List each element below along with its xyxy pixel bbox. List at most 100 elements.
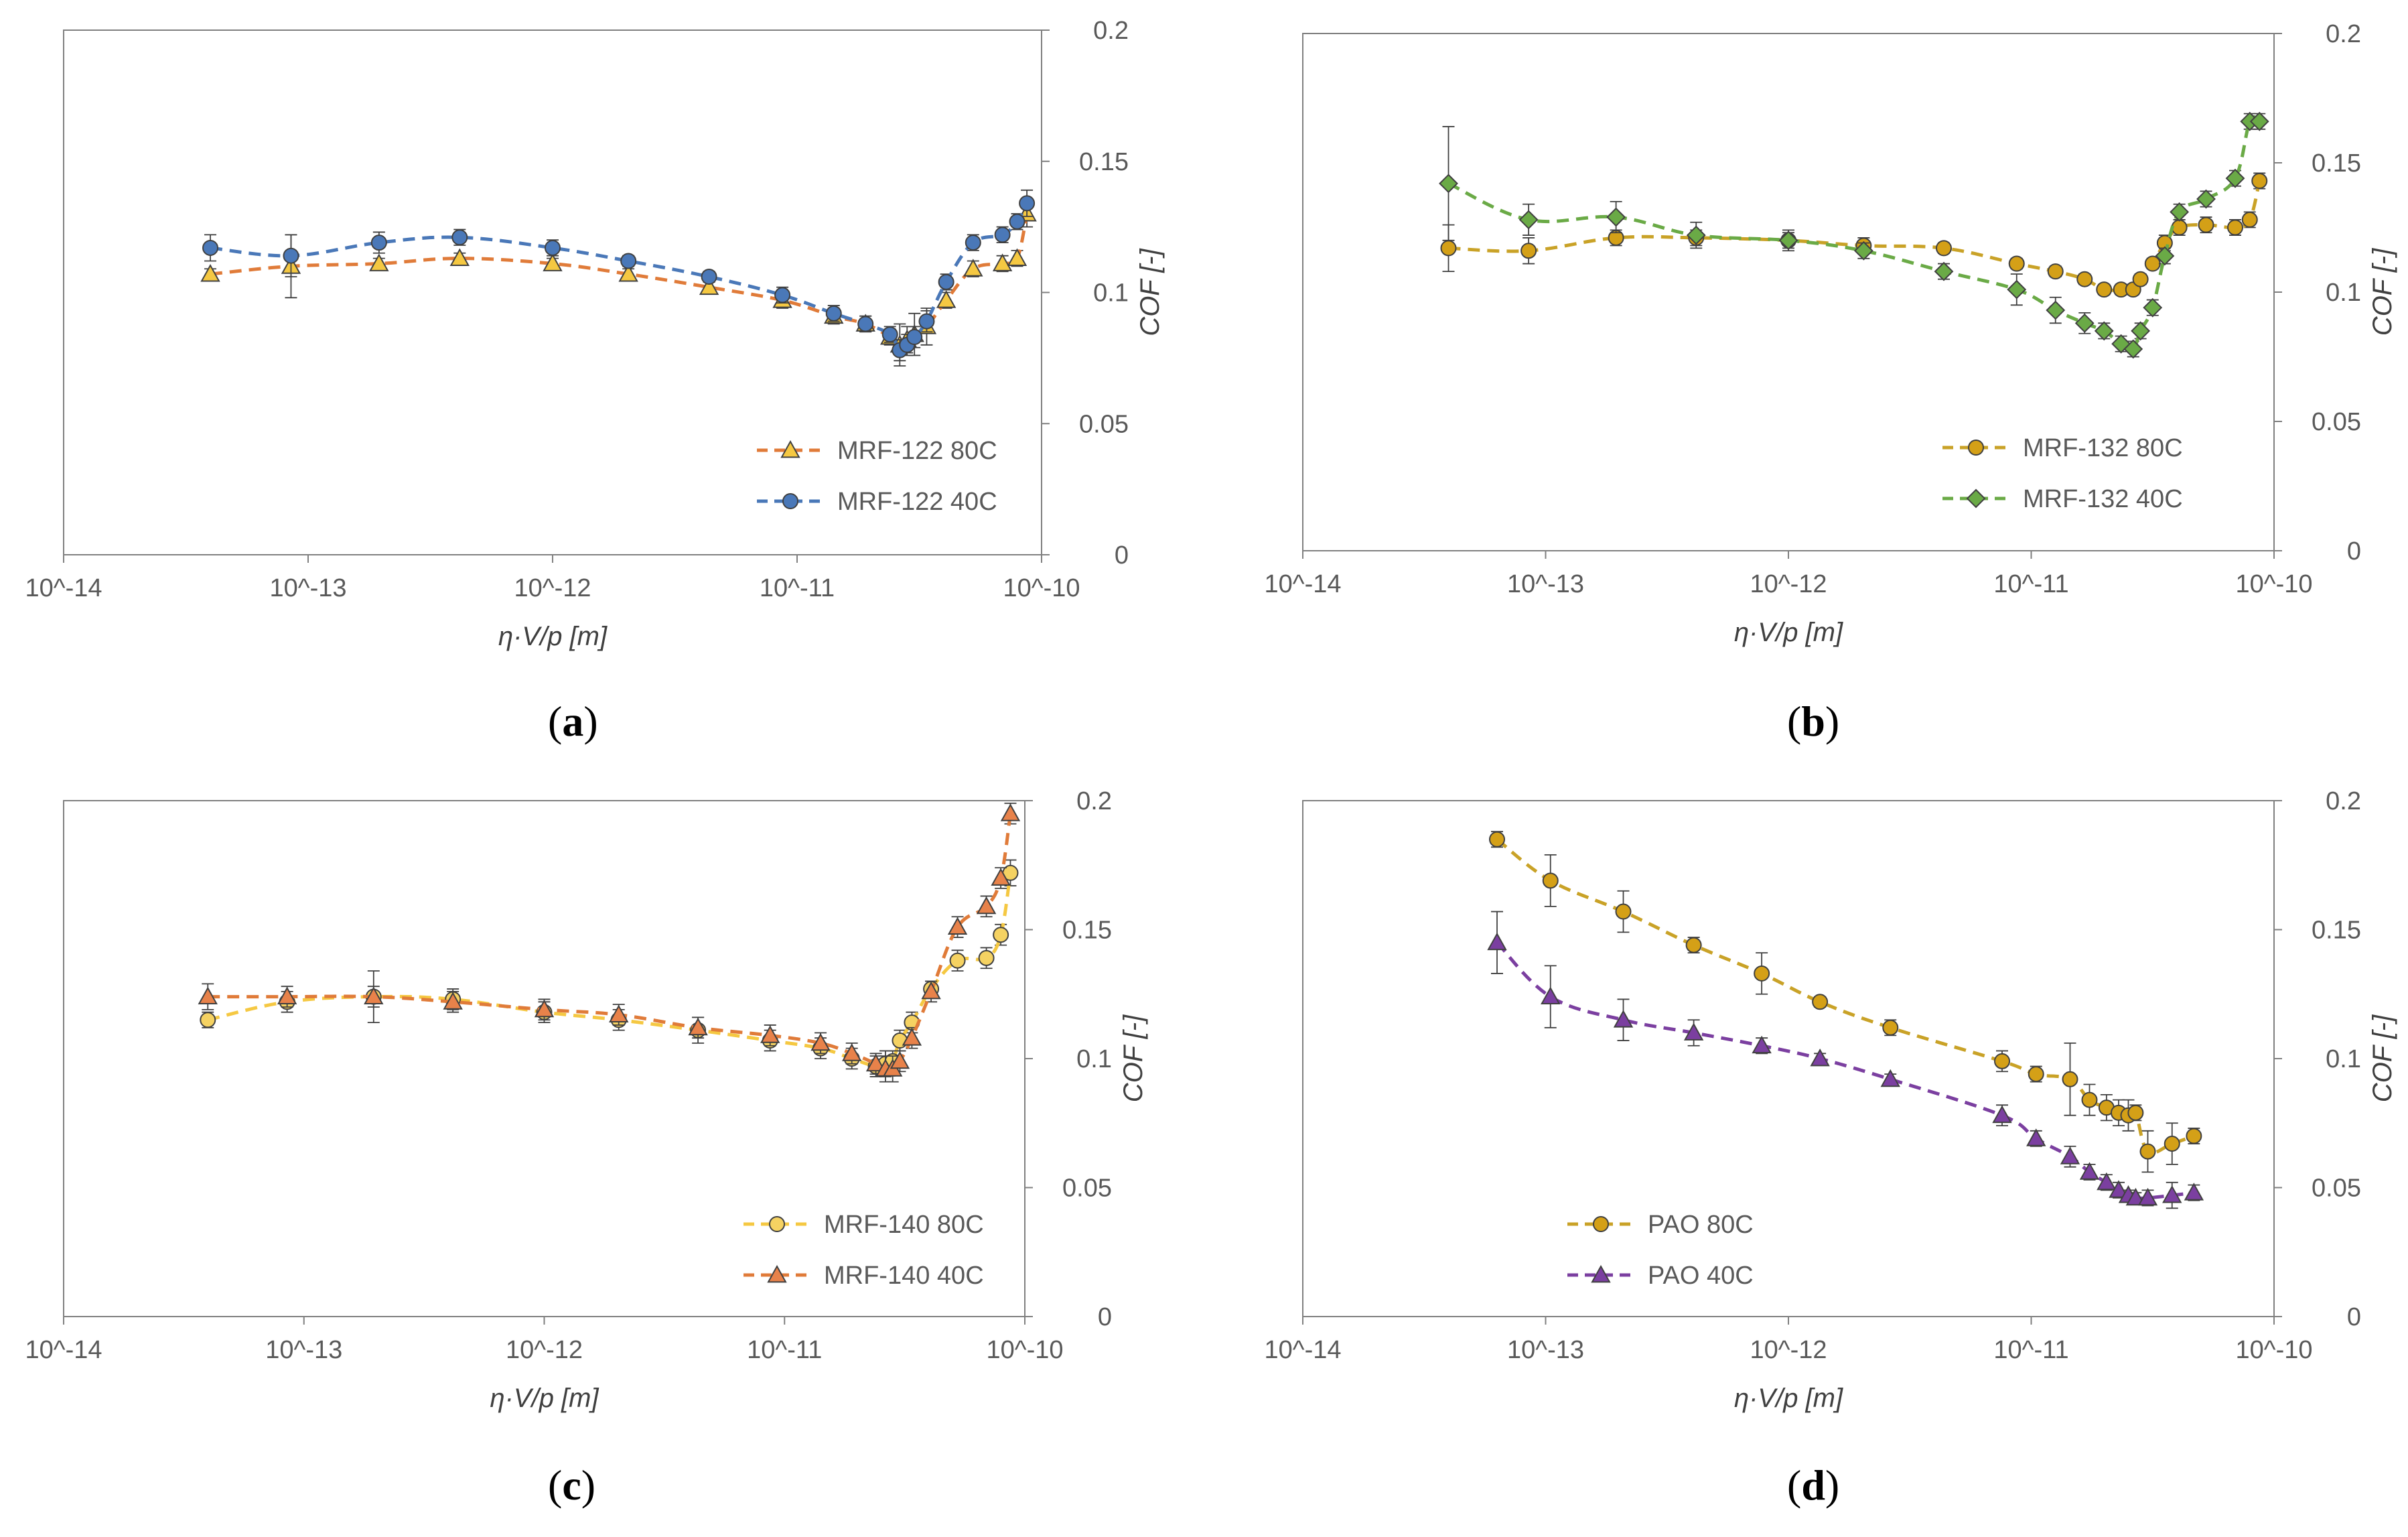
data-point — [921, 981, 941, 1000]
data-point — [2008, 255, 2025, 272]
data-point — [918, 313, 935, 330]
data-point — [200, 264, 220, 282]
x-axis-label: η·V/p [m] — [1734, 1384, 1843, 1413]
legend-label: MRF-140 80C — [824, 1211, 984, 1239]
legend-entry-2: MRF-122 40C — [757, 488, 997, 516]
data-point — [949, 952, 966, 969]
y-axis-label: COF [-] — [1119, 1014, 1148, 1102]
series-d-1 — [1489, 831, 2202, 1173]
data-point — [881, 326, 898, 343]
y-tick-label: 0.15 — [2312, 149, 2361, 178]
data-point — [774, 287, 791, 304]
data-point — [1754, 965, 1770, 982]
data-point — [1520, 243, 1537, 259]
data-point — [2076, 271, 2093, 287]
data-point — [1778, 230, 1798, 251]
legend-swatch-marker — [1593, 1216, 1609, 1232]
series-d-2 — [1487, 911, 2204, 1209]
data-point — [2186, 1128, 2202, 1144]
data-point — [2225, 168, 2245, 188]
data-point — [1685, 937, 1702, 953]
data-point — [2094, 321, 2114, 341]
y-axis-label: COF [-] — [2368, 1014, 2397, 1102]
data-point — [2131, 321, 2151, 341]
legend-swatch-marker — [1968, 440, 1984, 456]
caption-b: (b) — [1787, 697, 1840, 745]
data-point — [2125, 1187, 2146, 1206]
data-point — [1019, 195, 1036, 212]
series-line — [210, 202, 1029, 352]
y-tick-label: 0.2 — [1076, 787, 1112, 815]
caption-d: (d) — [1787, 1461, 1840, 1509]
data-point — [1882, 1019, 1899, 1036]
legend-label: MRF-132 40C — [2023, 485, 2183, 513]
data-point — [688, 1017, 708, 1036]
data-point — [2198, 216, 2214, 233]
data-point — [1439, 174, 1458, 194]
series-line — [1496, 941, 2194, 1200]
x-tick-label: 10^-11 — [747, 1336, 822, 1364]
data-point — [2123, 339, 2143, 359]
y-tick-label: 0.1 — [2326, 279, 2361, 307]
y-tick-label: 0.15 — [1062, 917, 1112, 945]
data-point — [1606, 207, 1626, 227]
data-point — [543, 253, 563, 271]
data-point — [2249, 111, 2269, 131]
data-point — [1007, 248, 1028, 267]
x-tick-label: 10^-13 — [265, 1336, 342, 1364]
series-line — [1447, 115, 2261, 352]
legend-entry-2: MRF-132 40C — [1942, 485, 2183, 513]
x-tick-label: 10^-14 — [1264, 570, 1341, 598]
legend-entry-1: MRF-132 80C — [1942, 434, 2183, 462]
data-point — [2127, 1104, 2144, 1121]
data-point — [2028, 1066, 2044, 1083]
data-point — [902, 1028, 922, 1046]
data-point — [2074, 313, 2095, 333]
data-point — [2162, 1185, 2182, 1203]
y-tick-label: 0.15 — [1079, 148, 1129, 176]
data-point — [2164, 1136, 2180, 1152]
data-point — [609, 1004, 629, 1022]
data-point — [2137, 1187, 2158, 1206]
data-point — [991, 868, 1011, 886]
data-point — [1683, 1022, 1704, 1041]
legend-swatch-marker — [782, 493, 798, 509]
data-point — [760, 1025, 780, 1043]
data-point — [2097, 1172, 2117, 1191]
legend-label: MRF-140 40C — [824, 1262, 984, 1290]
data-point — [1853, 241, 1873, 261]
data-point — [994, 226, 1011, 243]
data-point — [2143, 297, 2163, 318]
series-line — [207, 872, 1012, 1069]
data-point — [2139, 1143, 2156, 1160]
legend-label: MRF-122 40C — [837, 488, 997, 516]
data-point — [1934, 261, 1954, 281]
x-tick-label: 10^-13 — [1507, 1336, 1584, 1364]
plot-frame — [1302, 800, 2275, 1317]
x-tick-label: 10^-10 — [2235, 1336, 2312, 1364]
data-point — [1752, 1035, 1772, 1054]
data-point — [993, 927, 1009, 943]
data-point — [1686, 225, 1706, 245]
x-tick-label: 10^-11 — [1993, 1336, 2068, 1364]
data-point — [936, 290, 957, 308]
data-point — [865, 1053, 886, 1072]
legend-label: PAO 40C — [1648, 1262, 1754, 1290]
x-tick-label: 10^-14 — [25, 1336, 102, 1364]
x-tick-label: 10^-12 — [1750, 570, 1827, 598]
data-point — [449, 248, 470, 267]
y-tick-label: 0.15 — [2312, 917, 2361, 945]
data-point — [2170, 202, 2190, 222]
x-tick-label: 10^-11 — [1993, 570, 2068, 598]
data-point — [2241, 211, 2258, 228]
data-point — [890, 1051, 910, 1069]
y-tick-label: 0.2 — [2326, 20, 2361, 48]
y-tick-label: 0.05 — [2312, 1175, 2361, 1203]
legend-entry-1: PAO 80C — [1567, 1211, 1754, 1239]
data-point — [370, 235, 387, 251]
data-point — [2081, 1091, 2098, 1108]
data-point — [906, 329, 923, 346]
data-point — [2251, 173, 2268, 190]
